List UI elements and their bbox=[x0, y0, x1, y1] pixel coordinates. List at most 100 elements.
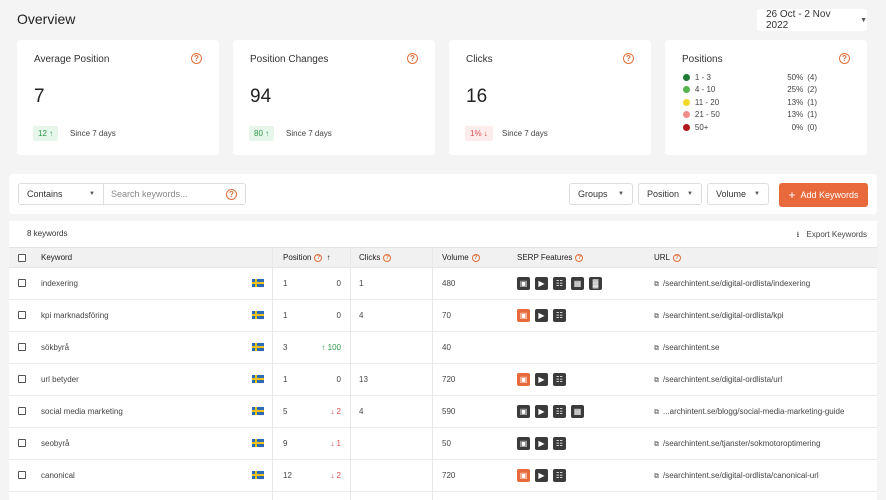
row-checkbox[interactable] bbox=[18, 471, 26, 479]
keyword-cell[interactable]: canonical bbox=[41, 471, 75, 480]
header-clicks[interactable]: Clicks? bbox=[359, 248, 392, 269]
help-icon[interactable]: ? bbox=[226, 188, 237, 200]
url-text[interactable]: /searchintent.se/digital-ordlista/canoni… bbox=[663, 471, 819, 480]
header-position[interactable]: Position? ↑ bbox=[283, 248, 330, 269]
keyword-cell[interactable]: sökbyrå bbox=[41, 343, 70, 352]
help-icon[interactable]: ? bbox=[383, 253, 392, 262]
serp-feature-icon[interactable]: ☷ bbox=[553, 405, 566, 418]
date-range-picker[interactable]: 26 Oct - 2 Nov 2022 ▼ bbox=[757, 9, 867, 31]
serp-feature-icon[interactable]: ☷ bbox=[553, 469, 566, 482]
external-link-icon[interactable]: ⧉ bbox=[654, 345, 659, 352]
help-icon[interactable]: ? bbox=[314, 253, 323, 262]
serp-feature-icon[interactable]: ▶ bbox=[535, 309, 548, 322]
header-serp-features[interactable]: SERP Features? bbox=[517, 248, 584, 269]
position-label: Position bbox=[647, 189, 680, 199]
search-input[interactable]: Search keywords... ? bbox=[104, 184, 245, 204]
table-row[interactable]: canonical 12 ↓ 2 720 ▣ ▶ ☷ ⧉ /searchintent.se/di… bbox=[9, 460, 877, 492]
url-text[interactable]: /searchintent.se/tjanster/sokmotoroptime… bbox=[663, 439, 821, 448]
serp-feature-icon[interactable]: ▶ bbox=[535, 373, 548, 386]
external-link-icon[interactable]: ⧉ bbox=[654, 313, 659, 320]
row-checkbox[interactable] bbox=[18, 439, 26, 447]
serp-feature-icon[interactable]: ▦ bbox=[571, 405, 584, 418]
external-link-icon[interactable]: ⧉ bbox=[654, 281, 659, 288]
serp-feature-icon[interactable]: ▶ bbox=[535, 437, 548, 450]
select-all-checkbox[interactable] bbox=[18, 254, 26, 262]
row-checkbox[interactable] bbox=[18, 279, 26, 287]
table-row[interactable]: sökbyrå 3 ↑ 100 40 ⧉ /searchintent.se bbox=[9, 332, 877, 364]
url-cell[interactable]: ⧉ /searchintent.se/tjanster/sokmotoroptim… bbox=[654, 428, 872, 459]
row-checkbox[interactable] bbox=[18, 375, 26, 383]
serp-feature-icon[interactable]: ☷ bbox=[553, 373, 566, 386]
row-checkbox[interactable] bbox=[18, 343, 26, 351]
position-changes-card: Position Changes ? 94 80 ↑ Since 7 days bbox=[233, 40, 435, 155]
position-dropdown[interactable]: Position ▼ bbox=[638, 183, 702, 205]
url-cell[interactable]: ⧉ /searchintent.se/digital-ordlista/canon… bbox=[654, 460, 872, 491]
url-text[interactable]: /searchintent.se/digital-ordlista/kpi bbox=[663, 311, 784, 320]
serp-feature-icon[interactable]: ▣ bbox=[517, 373, 530, 386]
url-cell[interactable]: ⧉ /searchintent.se/digital-ordlista/index… bbox=[654, 268, 872, 299]
volume-dropdown[interactable]: Volume ▼ bbox=[707, 183, 769, 205]
contains-select[interactable]: Contains ▼ bbox=[19, 184, 104, 204]
keyword-cell[interactable]: social media marketing bbox=[41, 407, 123, 416]
serp-feature-icon[interactable]: ▣ bbox=[517, 469, 530, 482]
external-link-icon[interactable]: ⧉ bbox=[654, 441, 659, 448]
card-title: Positions bbox=[682, 54, 723, 65]
serp-feature-icon[interactable]: ▓ bbox=[589, 277, 602, 290]
keyword-cell[interactable]: indexering bbox=[41, 279, 78, 288]
table-row[interactable]: indexering 1 0 1 480 ▣ ▶ ☷ ▦ ▓ ⧉ /searchintent.se/d… bbox=[9, 268, 877, 300]
help-icon[interactable]: ? bbox=[673, 253, 682, 262]
serp-feature-icon[interactable]: ▣ bbox=[517, 309, 530, 322]
serp-feature-icon[interactable]: ▣ bbox=[517, 405, 530, 418]
url-text[interactable]: /searchintent.se/digital-ordlista/indexe… bbox=[663, 279, 811, 288]
clicks-cell: 4 bbox=[359, 407, 364, 416]
table-row[interactable]: kpi marknadsföring 1 0 4 70 ▣ ▶ ☷ ⧉ /searchintent… bbox=[9, 300, 877, 332]
keyword-cell[interactable]: seobyrå bbox=[41, 439, 70, 448]
table-row[interactable]: seobyrå 9 ↓ 1 50 ▣ ▶ ☷ ⧉ /searchintent.se/tjanst… bbox=[9, 428, 877, 460]
url-cell[interactable]: ⧉ /searchintent.se/digital-ordlista/kpi bbox=[654, 300, 872, 331]
keyword-cell[interactable]: url betyder bbox=[41, 375, 79, 384]
row-checkbox[interactable] bbox=[18, 407, 26, 415]
help-icon[interactable]: ? bbox=[407, 53, 418, 64]
url-text[interactable]: /searchintent.se/digital-ordlista/url bbox=[663, 375, 783, 384]
header-keyword[interactable]: Keyword bbox=[41, 248, 72, 269]
sort-arrow-icon[interactable]: ↑ bbox=[326, 253, 331, 262]
url-text[interactable]: /searchintent.se bbox=[663, 343, 720, 352]
add-keywords-button[interactable]: + Add Keywords bbox=[779, 183, 868, 207]
table-row[interactable]: url betyder 1 0 13 720 ▣ ▶ ☷ ⧉ /searchintent.se/d… bbox=[9, 364, 877, 396]
help-icon[interactable]: ? bbox=[623, 53, 634, 64]
url-text[interactable]: ...archintent.se/blogg/social-media-mark… bbox=[663, 407, 845, 416]
positions-percent: 50% bbox=[787, 72, 804, 82]
serp-feature-icon[interactable]: ☷ bbox=[553, 277, 566, 290]
groups-dropdown[interactable]: Groups ▼ bbox=[569, 183, 633, 205]
export-keywords-button[interactable]: ⭳ Export Keywords bbox=[796, 229, 867, 243]
serp-feature-icon[interactable]: ▣ bbox=[517, 437, 530, 450]
external-link-icon[interactable]: ⧉ bbox=[654, 409, 659, 416]
header-volume[interactable]: Volume? bbox=[442, 248, 480, 269]
row-checkbox[interactable] bbox=[18, 311, 26, 319]
serp-features-cell: ▣ ▶ ☷ bbox=[517, 469, 566, 482]
help-icon[interactable]: ? bbox=[191, 53, 202, 64]
external-link-icon[interactable]: ⧉ bbox=[654, 377, 659, 384]
external-link-icon[interactable]: ⧉ bbox=[654, 473, 659, 480]
keyword-cell[interactable]: kpi marknadsföring bbox=[41, 311, 109, 320]
serp-feature-icon[interactable]: ▣ bbox=[517, 277, 530, 290]
serp-feature-icon[interactable]: ▶ bbox=[535, 405, 548, 418]
help-icon[interactable]: ? bbox=[575, 253, 584, 262]
help-icon[interactable]: ? bbox=[839, 53, 850, 64]
legend-dot-icon bbox=[683, 86, 690, 93]
serp-feature-icon[interactable]: ☷ bbox=[553, 309, 566, 322]
url-cell[interactable]: ⧉ /searchintent.se/digital-ordlista/url bbox=[654, 364, 872, 395]
serp-feature-icon[interactable]: ▦ bbox=[571, 277, 584, 290]
table-row[interactable]: social media marketing 5 ↓ 2 4 590 ▣ ▶ ☷ ▦ ⧉ ...ar… bbox=[9, 396, 877, 428]
url-cell[interactable]: ⧉ ...archintent.se/blogg/social-media-mar… bbox=[654, 396, 872, 427]
header-url[interactable]: URL? bbox=[654, 248, 682, 269]
legend-dot-icon bbox=[683, 111, 690, 118]
header-clicks-label: Clicks bbox=[359, 253, 381, 262]
keyword-count: 8 keywords bbox=[27, 229, 68, 238]
help-icon[interactable]: ? bbox=[471, 253, 480, 262]
serp-feature-icon[interactable]: ▶ bbox=[535, 469, 548, 482]
change-badge: 1% ↓ bbox=[465, 126, 493, 141]
serp-feature-icon[interactable]: ☷ bbox=[553, 437, 566, 450]
url-cell[interactable]: ⧉ /searchintent.se bbox=[654, 332, 872, 363]
serp-feature-icon[interactable]: ▶ bbox=[535, 277, 548, 290]
